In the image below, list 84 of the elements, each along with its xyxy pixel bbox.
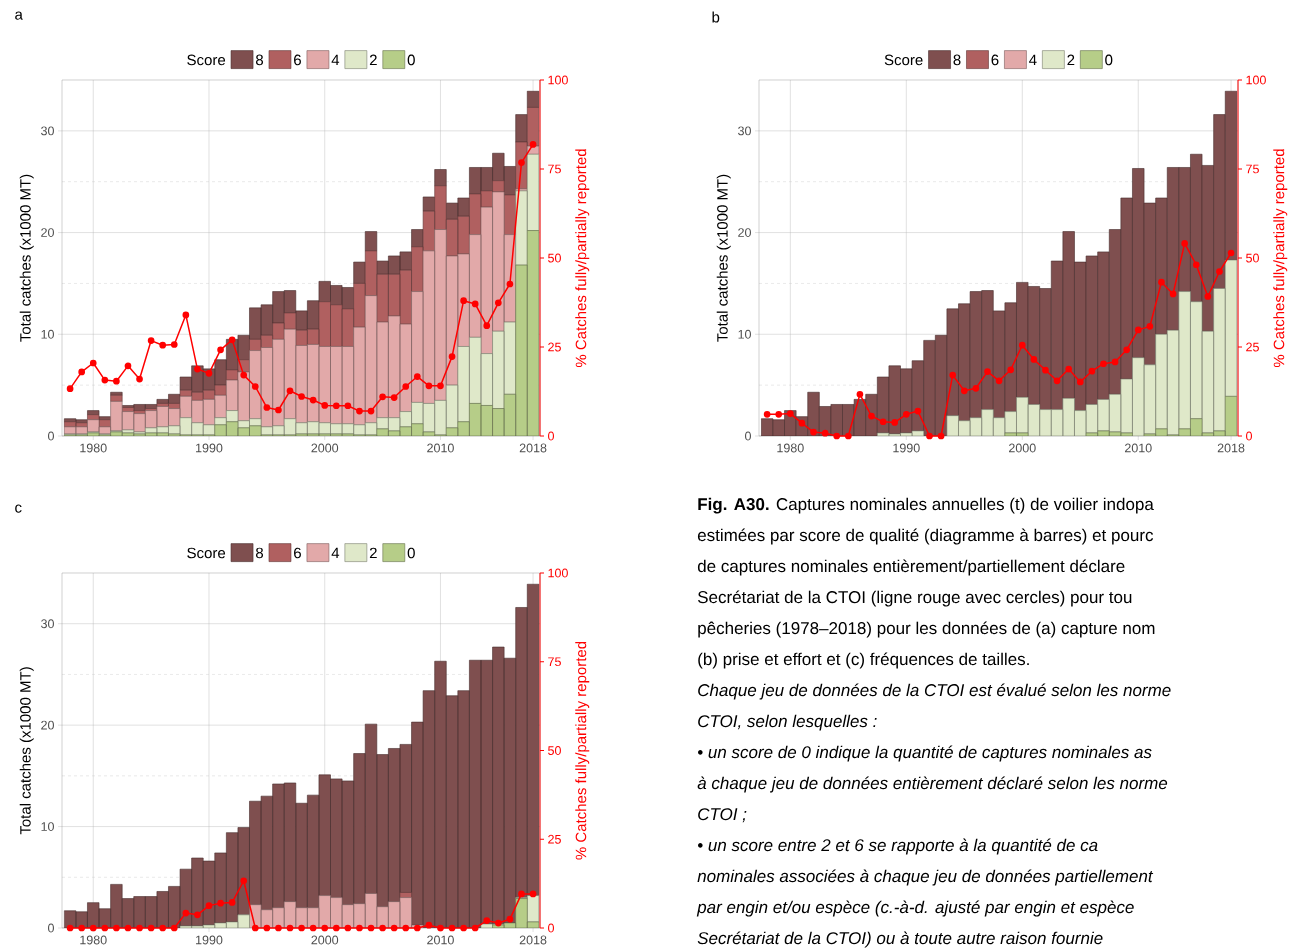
y2-axis-title: % Catches fully/partially reported	[575, 149, 590, 368]
text: pêcheries (1978–2018) pour les données de (a) capture nom	[698, 621, 1155, 638]
x-tick-label: 2010	[427, 935, 454, 945]
legend-title: Score	[187, 54, 226, 66]
x-tick-label: 2000	[311, 935, 339, 945]
legend-label: 0	[407, 547, 415, 559]
y-tick-label: 30	[41, 126, 54, 136]
x-tick-label: 1980	[80, 935, 107, 945]
y2-axis-title: % Catches fully/partially reported	[575, 641, 590, 860]
y2-tick-label: 50	[548, 253, 561, 263]
y2-tick-label: 75	[548, 657, 561, 667]
x-tick-label: 1990	[196, 443, 223, 453]
y-tick-label: 0	[745, 431, 751, 441]
y2-tick-label: 0	[548, 431, 554, 441]
x-tick-label: 1990	[196, 935, 223, 945]
legend-label: 4	[1029, 54, 1037, 66]
legend-label: 0	[1105, 54, 1113, 66]
legend-label: 4	[331, 54, 340, 66]
x-tick-label: 2018	[1217, 443, 1245, 453]
y-tick-label: 0	[48, 431, 54, 441]
y2-tick-label: 75	[1246, 164, 1259, 174]
y-tick-label: 0	[48, 923, 54, 933]
text: estimées par score de qualité (diagramme à barres) et pourc	[697, 528, 1154, 545]
y-tick-label: 20	[738, 228, 751, 237]
text: par engin et/ou espèce (c.-à-d. ajusté par engin et espèce	[696, 900, 1134, 917]
y-tick-label: 30	[738, 126, 751, 136]
y2-tick-label: 50	[1246, 253, 1259, 263]
text: de captures nominales entièrement/partiellement déclare	[697, 559, 1125, 576]
y2-tick-label: 0	[548, 923, 554, 933]
x-tick-label: 1980	[80, 443, 107, 453]
text: • un score de 0 indique la quantité de captures nominales as	[698, 745, 1152, 762]
x-tick-label: 2018	[519, 935, 547, 945]
legend-label: 2	[369, 547, 377, 559]
y2-tick-label: 100	[548, 568, 568, 578]
legend-label: 2	[1067, 54, 1075, 66]
legend-label: 6	[294, 547, 301, 559]
x-tick-label: 1990	[893, 443, 920, 453]
y2-tick-label: 25	[548, 834, 561, 844]
text: Chaque jeu de données de la CTOI est évalué selon les norme	[698, 683, 1171, 700]
legend-label: 6	[294, 54, 301, 66]
chart-title: a	[15, 11, 23, 20]
legend-label: 8	[256, 54, 264, 66]
legend-label: 8	[953, 54, 961, 66]
y2-tick-label: 100	[548, 75, 568, 85]
y2-tick-label: 50	[548, 746, 561, 755]
legend-label: 4	[331, 547, 340, 559]
legend-label: 2	[369, 54, 377, 66]
y-tick-label: 20	[41, 228, 54, 237]
y-tick-label: 10	[41, 822, 54, 831]
chart-title: b	[712, 11, 720, 23]
text: CTOI ;	[698, 808, 747, 823]
y-tick-label: 10	[738, 329, 751, 339]
legend-title: Score	[884, 54, 923, 66]
x-tick-label: 2000	[311, 443, 339, 453]
legend-title: Score	[187, 547, 226, 559]
y2-tick-label: 25	[1246, 342, 1259, 352]
x-tick-label: 2010	[1124, 443, 1152, 453]
x-tick-label: 2000	[1009, 443, 1036, 453]
legend-label: 8	[256, 547, 264, 559]
chart-title: c	[15, 504, 22, 513]
y-tick-label: 10	[41, 329, 54, 339]
y-axis-title: Total catches (x1000 MT)	[19, 667, 34, 835]
text: à chaque jeu de données entièrement déclaré selon les norme	[697, 776, 1168, 793]
y2-tick-label: 25	[548, 342, 561, 352]
text: Secrétariat de la CTOI (ligne rouge avec cercles) pour tou	[697, 590, 1132, 607]
text: • un score entre 2 et 6 se rapporte à la quantité de ca	[698, 838, 1098, 855]
y2-tick-label: 0	[1246, 431, 1252, 441]
y2-tick-label: 100	[1246, 75, 1266, 85]
x-tick-label: 2018	[519, 443, 547, 453]
text: nominales associées à chaque jeu de données partiellement	[697, 869, 1154, 886]
y-tick-label: 20	[41, 720, 54, 730]
y-axis-title: Total catches (x1000 MT)	[716, 174, 731, 342]
y2-tick-label: 75	[548, 164, 561, 174]
x-tick-label: 2010	[427, 443, 454, 453]
legend-label: 0	[407, 54, 415, 66]
legend-label: 6	[991, 54, 999, 66]
x-tick-label: 1980	[777, 443, 804, 453]
text: CTOI, selon lesquelles :	[698, 714, 877, 731]
y-tick-label: 30	[41, 619, 54, 629]
text: Secrétariat de la CTOI) ou à toute autre raison fournie	[697, 931, 1103, 948]
text: (b) prise et effort et (c) fréquences de tailles.	[698, 652, 1029, 669]
text: Fig. A30. Captures nominales annuelles (t) de voilier indopa	[698, 497, 1154, 514]
y2-axis-title: % Catches fully/partially reported	[1273, 149, 1288, 368]
y-axis-title: Total catches (x1000 MT)	[19, 174, 34, 342]
